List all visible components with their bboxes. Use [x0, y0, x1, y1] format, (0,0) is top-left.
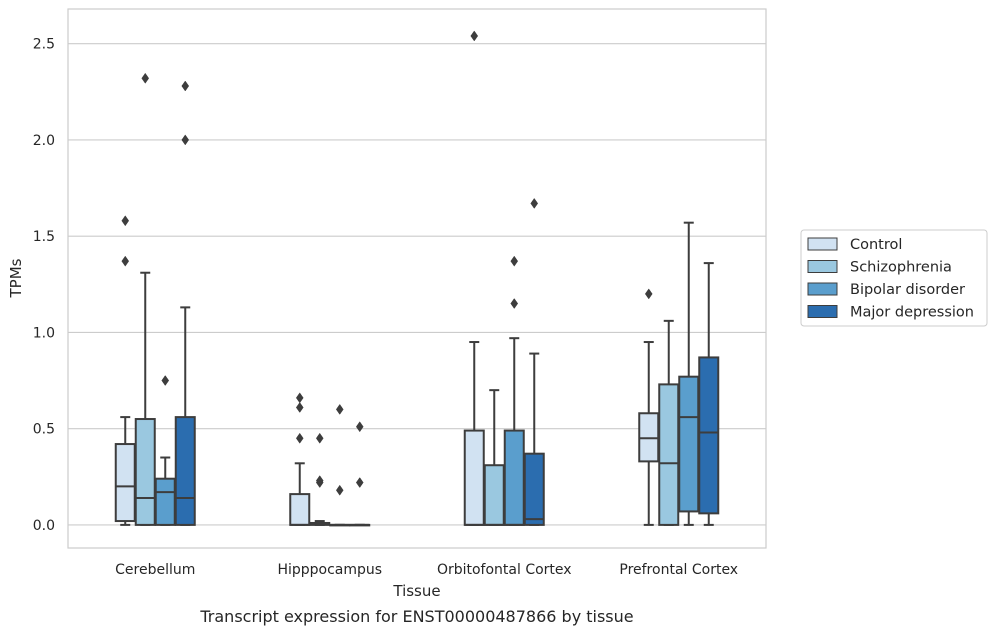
series-bipolar-disorder: [154, 221, 700, 527]
outlier-point: [121, 215, 130, 227]
outlier-point: [181, 134, 190, 146]
outlier-point: [161, 375, 170, 386]
x-tick-label: Cerebellum: [115, 562, 195, 578]
legend-label: Control: [850, 237, 902, 253]
x-tick-label: Prefrontal Cortex: [619, 562, 738, 578]
box: [134, 418, 156, 526]
legend-label: Schizophrenia: [850, 260, 952, 276]
box: [114, 443, 136, 523]
outlier-point: [295, 432, 304, 444]
legend-label: Bipolar disorder: [850, 282, 965, 298]
box: [678, 375, 700, 513]
legend-frame: [800, 229, 988, 327]
outlier-point: [295, 392, 304, 404]
outlier-point: [530, 197, 539, 209]
box: [483, 464, 505, 526]
outlier-point: [470, 30, 479, 42]
axes: 0.0 0.5 1.0 1.5 2.0 2.5 Cerebellum Hipppocampus…: [33, 37, 738, 578]
outlier-point: [315, 432, 324, 444]
y-tick-label: 2.5: [33, 37, 55, 53]
outlier-point: [295, 402, 304, 413]
outlier-point: [335, 484, 344, 496]
y-tick-label: 0.0: [33, 518, 55, 534]
legend-label: Major depression: [850, 305, 974, 321]
outlier-point: [644, 288, 653, 300]
box: [463, 429, 485, 526]
chart-caption: Transcript expression for ENST0000048786…: [199, 607, 633, 626]
y-tick-label: 1.5: [33, 229, 55, 245]
box: [154, 477, 176, 526]
x-tick-label: Orbitofontal Cortex: [437, 562, 572, 578]
series-major-depression: [174, 80, 720, 527]
outlier-point: [355, 477, 364, 488]
outlier-point: [181, 80, 190, 92]
outlier-point: [141, 72, 150, 84]
outlier-point: [355, 421, 364, 433]
legend-swatch: [807, 260, 838, 273]
legend-swatch: [807, 237, 838, 251]
y-tick-label: 1.0: [33, 325, 55, 341]
legend-swatch: [807, 282, 838, 296]
y-axis-label: TPMs: [7, 258, 25, 298]
x-tick-label: Hipppocampus: [277, 562, 382, 578]
box: [658, 383, 680, 526]
y-tick-label: 0.5: [33, 422, 55, 438]
box: [174, 416, 196, 526]
plot-frame: [67, 8, 767, 549]
outlier-point: [315, 475, 324, 487]
legend: Control Schizophrenia Bipolar disorder Majo…: [800, 229, 988, 327]
series-schizophrenia: [134, 72, 680, 526]
outlier-point: [510, 298, 519, 309]
outlier-point: [335, 403, 344, 415]
x-axis-label: Tissue: [392, 582, 440, 600]
y-tick-label: 2.0: [33, 133, 55, 149]
outlier-point: [510, 255, 519, 267]
box: [289, 493, 311, 526]
plot-area: [114, 30, 720, 527]
outlier-point: [121, 255, 130, 267]
box: [698, 356, 720, 515]
box: [523, 452, 545, 526]
box: [503, 429, 525, 526]
series-control: [114, 30, 660, 526]
legend-swatch: [807, 305, 838, 318]
